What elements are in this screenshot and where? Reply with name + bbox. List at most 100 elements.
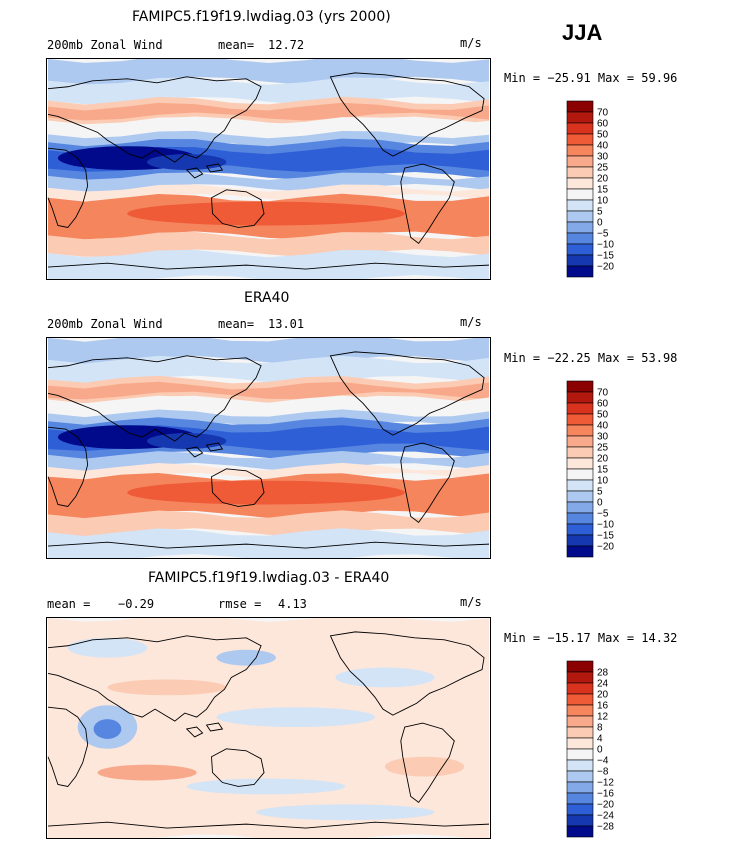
panel-1-minmax: Min = −25.91 Max = 59.96 [504,71,678,85]
coastline-path [329,351,485,436]
colorbar-swatch [566,243,594,256]
colorbar-tick-label: 40 [597,421,609,432]
coastline-path [47,706,89,787]
coastline-path [329,631,485,716]
coastline-path [47,635,262,722]
coastline-path [205,722,224,732]
colorbar-tick-label: −4 [597,756,609,767]
contour-blob [127,480,405,505]
colorbar-tick-label: 20 [597,454,609,465]
colorbar-swatch [566,501,594,514]
contour-field [48,59,489,279]
contour-blob [67,637,148,658]
colorbar-swatch [566,534,594,547]
panel-3-colorbar: 28 24 20 16 12 8 4 0 −4 −8 −12 −16 −20 −24 −28 [566,660,656,840]
colorbar-swatch [566,100,594,113]
colorbar-tick-label: 70 [597,108,609,119]
coastline-path [47,76,262,163]
coastline-path [47,821,490,829]
colorbar-tick-label: −10 [597,520,614,531]
contour-blob [127,201,405,226]
panel-3-minmax: Min = −15.17 Max = 14.32 [504,631,678,645]
coastline-path [47,147,89,228]
coastline-path [400,442,455,523]
coastline-path [47,426,89,507]
colorbar-swatch [566,792,594,805]
colorbar-swatch [566,413,594,426]
colorbar-tick-label: −20 [597,262,614,273]
colorbar-tick-label: −15 [597,251,614,262]
panel-1-variable-label: 200mb Zonal Wind [47,38,163,52]
colorbar-tick-label: 20 [597,690,609,701]
panel-2-units: m/s [460,315,482,329]
panel-2-colorbar: 70 60 50 40 30 25 20 15 10 5 0 −5 −10 −15 −20 [566,380,656,560]
coastline-path [211,468,265,507]
colorbar-tick-label: 5 [597,207,603,218]
colorbar-tick-label: −5 [597,509,609,520]
contour-blob [147,433,227,449]
colorbar-swatch [566,188,594,201]
colorbar-tick-label: 25 [597,443,609,454]
panel-3-rmse-value: 4.13 [278,597,307,611]
colorbar-tick-label: −5 [597,229,609,240]
colorbar-swatch [566,155,594,168]
contour-band [48,381,489,400]
panel-3-title: FAMIPC5.f19f19.lwdiag.03 - ERA40 [148,570,390,586]
panel-1-units: m/s [460,36,482,50]
colorbar-tick-label: −12 [597,778,614,789]
contour-band [48,249,489,279]
coastline-path [211,189,265,228]
panel-2-map [46,337,491,559]
contour-blob [186,778,346,795]
colorbar-tick-label: 8 [597,723,603,734]
colorbar-swatch [566,446,594,459]
colorbar-swatch [566,770,594,783]
coastline-path [205,442,224,452]
map-svg [47,618,490,838]
colorbar-swatch [566,512,594,525]
colorbar-tick-label: −8 [597,767,609,778]
colorbar-swatch [566,759,594,772]
contour-blob [216,649,276,666]
colorbar-tick-label: 15 [597,185,609,196]
colorbar-tick-label: 60 [597,119,609,130]
panel-3-mean-label: mean = [47,597,91,611]
contour-blob [97,764,197,781]
map-svg [47,59,490,279]
coastline-path [329,72,485,157]
contour-blob [93,719,122,739]
colorbar-swatch [566,402,594,415]
season-label: JJA [562,20,603,45]
coastline-path [47,262,490,270]
panel-3-mean-value: −0.29 [118,597,155,611]
coastline-path [205,163,224,173]
colorbar-tick-label: 10 [597,476,609,487]
contour-field [48,618,489,838]
colorbar-swatch [566,814,594,827]
panel-1-colorbar: 70 60 50 40 30 25 20 15 10 5 0 −5 −10 −15 −20 [566,100,656,280]
colorbar-tick-label: 30 [597,432,609,443]
coastline-path [47,355,262,442]
colorbar-tick-label: 24 [597,679,609,690]
colorbar-tick-label: 28 [597,668,609,679]
panel-3-map [46,617,491,839]
contour-field [48,338,489,558]
colorbar-tick-label: 25 [597,163,609,174]
contour-blob [147,154,227,170]
colorbar-swatch [566,210,594,223]
colorbar-swatch [566,704,594,717]
colorbar-swatch [566,660,594,673]
panel-2-title: ERA40 [244,290,290,306]
colorbar-swatch [566,715,594,728]
colorbar-tick-label: 15 [597,465,609,476]
colorbar-swatch [566,221,594,234]
colorbar-swatch [566,122,594,135]
contour-band [48,409,489,430]
colorbar-tick-label: 12 [597,712,609,723]
colorbar-tick-label: 0 [597,218,603,229]
coastline-path [185,726,204,738]
colorbar-tick-label: −16 [597,789,614,800]
colorbar-swatch [566,803,594,816]
colorbar-swatch [566,166,594,179]
